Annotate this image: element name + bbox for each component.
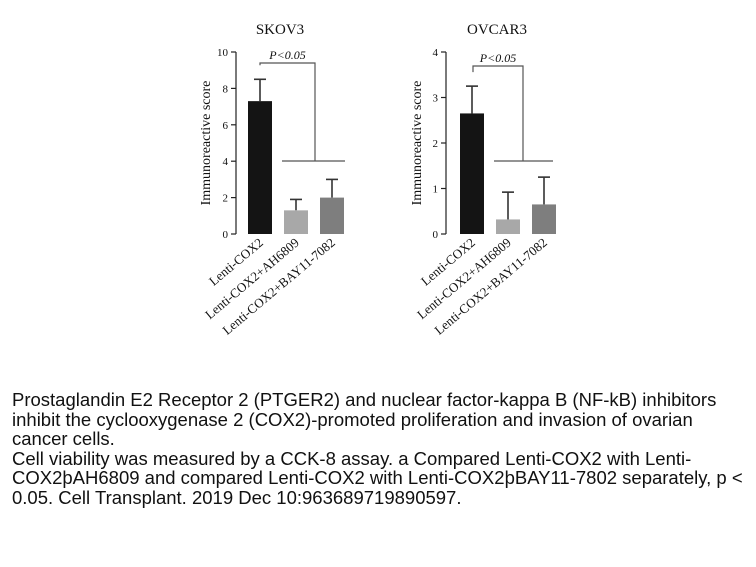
bar — [496, 219, 520, 234]
y-tick-label: 1 — [433, 184, 439, 196]
caption-title: Prostaglandin E2 Receptor 2 (PTGER2) and… — [12, 389, 717, 449]
significance-bracket — [472, 65, 524, 161]
y-axis-label: Immunoreactive score — [410, 81, 425, 206]
significance-bracket — [259, 62, 316, 161]
y-tick-label: 2 — [433, 138, 439, 150]
y-tick-label: 4 — [433, 47, 439, 59]
y-tick-label: 6 — [223, 120, 229, 132]
figure-caption: Prostaglandin E2 Receptor 2 (PTGER2) and… — [12, 390, 747, 507]
bar — [460, 113, 484, 234]
chart-title: OVCAR3 — [467, 22, 527, 38]
y-tick-label: 0 — [433, 229, 439, 241]
y-tick-label: 3 — [433, 93, 439, 105]
significance-label: P<0.05 — [479, 51, 516, 65]
significance-label: P<0.05 — [268, 48, 305, 62]
y-tick-label: 2 — [223, 193, 229, 205]
caption-body: Cell viability was measured by a CCK-8 a… — [12, 447, 743, 508]
bar — [532, 204, 556, 234]
chart-title: SKOV3 — [256, 22, 304, 38]
bar — [248, 101, 272, 234]
y-tick-label: 10 — [217, 47, 229, 59]
y-tick-label: 8 — [223, 83, 229, 95]
bar — [320, 197, 344, 234]
y-tick-label: 4 — [223, 156, 229, 168]
y-axis-label: Immunoreactive score — [199, 81, 214, 206]
y-tick-label: 0 — [223, 229, 229, 241]
bar — [284, 210, 308, 234]
